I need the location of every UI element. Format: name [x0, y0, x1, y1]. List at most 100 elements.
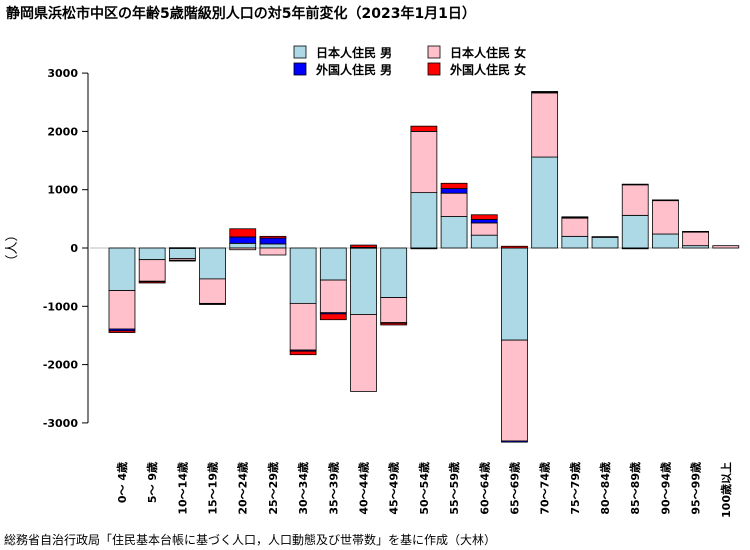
bar-segment — [168, 247, 196, 249]
x-tick-label: 75～79歳 — [568, 462, 582, 515]
bar-segment — [591, 236, 619, 249]
bar-segment — [199, 303, 226, 305]
legend-swatch — [293, 45, 307, 59]
x-tick-label: 100歳以上 — [719, 462, 733, 518]
bar-segment — [621, 184, 649, 216]
bar-segment — [501, 247, 528, 341]
x-tick-label: 95～99歳 — [689, 462, 703, 515]
bar-segment — [470, 222, 498, 236]
bar-segment — [350, 314, 377, 392]
x-tick-label: 15～19歳 — [206, 462, 220, 515]
y-tick-label: 1000 — [47, 184, 78, 197]
x-tick-label: 35～39歳 — [326, 462, 340, 515]
bar-segment — [410, 247, 438, 250]
bar-segment — [712, 245, 740, 249]
bar-segment — [652, 199, 679, 235]
bar-segment — [531, 156, 559, 249]
x-tick-label: 30～34歳 — [296, 462, 310, 515]
bar-segment — [259, 235, 287, 239]
x-tick-label: 60～64歳 — [477, 462, 491, 515]
y-tick-label: 0 — [70, 242, 78, 255]
bar-segment — [350, 247, 377, 315]
y-tick-label: 2000 — [47, 125, 78, 138]
bar-segment — [380, 297, 408, 324]
legend-swatch — [427, 45, 441, 59]
bar-segment — [652, 233, 679, 249]
y-tick-label: -3000 — [43, 417, 79, 430]
bar-segment — [440, 188, 468, 194]
x-tick-label: 70～74歳 — [538, 462, 552, 515]
x-tick-label: 65～69歳 — [507, 462, 521, 515]
bar-segment — [319, 313, 347, 321]
bar-segment — [199, 278, 226, 304]
legend-swatch — [293, 62, 307, 76]
bar-segment — [501, 440, 528, 443]
x-tick-label: 50～54歳 — [417, 462, 431, 515]
bar-segment — [259, 237, 287, 245]
bar-segment — [470, 219, 498, 224]
x-tick-label: 45～49歳 — [387, 462, 401, 515]
x-tick-label: 25～29歳 — [266, 462, 280, 515]
bar-segment — [229, 242, 257, 249]
bar-segment — [621, 214, 649, 249]
bar-segment — [168, 247, 196, 259]
bar-segment — [440, 182, 468, 189]
bar-segment — [229, 247, 257, 251]
bar-segment — [229, 228, 257, 238]
bar-segment — [561, 216, 589, 219]
x-tick-label: 5～ 9歳 — [145, 462, 159, 503]
bar-segment — [410, 192, 438, 249]
bar-segment — [531, 91, 559, 93]
bar-segment — [682, 230, 709, 233]
bar-segment — [561, 235, 589, 249]
legend-label: 日本人住民 女 — [450, 45, 526, 60]
bar-segment — [501, 339, 528, 442]
x-tick-label: 0～ 4歳 — [115, 462, 129, 503]
bar-segment — [561, 217, 589, 237]
y-tick-label: 3000 — [47, 67, 78, 80]
bar-segment — [259, 247, 287, 256]
bar-segment — [108, 290, 136, 330]
bar-segment — [682, 231, 709, 247]
bar-segment — [380, 247, 408, 298]
legend-swatch — [427, 62, 441, 76]
x-tick-label: 10～14歳 — [175, 462, 189, 515]
bar-segment — [168, 259, 196, 262]
bar-segment — [289, 247, 317, 304]
bar-segment — [501, 245, 528, 249]
bar-segment — [440, 216, 468, 249]
x-tick-label: 85～89歳 — [628, 462, 642, 515]
legend-label: 外国人住民 女 — [450, 62, 526, 77]
bar-segment — [108, 247, 136, 291]
bar-segment — [591, 236, 619, 238]
bar-segment — [108, 330, 136, 333]
bar-segment — [410, 125, 438, 132]
x-tick-label: 20～24歳 — [236, 462, 250, 515]
bar-segment — [199, 247, 226, 280]
bar-segment — [138, 281, 166, 284]
bar-segment — [229, 236, 257, 244]
bar-segment — [470, 234, 498, 249]
bar-segment — [289, 350, 317, 356]
bar-segment — [319, 279, 347, 314]
bar-segment — [621, 183, 649, 186]
bar-segment — [652, 199, 679, 202]
legend-label: 外国人住民 男 — [316, 62, 392, 77]
bar-segment — [289, 302, 317, 351]
x-tick-label: 80～84歳 — [598, 462, 612, 515]
bar-segment — [138, 259, 166, 282]
bar-segment — [350, 244, 377, 248]
y-tick-label: -1000 — [43, 300, 79, 313]
bar-segment — [621, 247, 649, 250]
bar-segment — [319, 247, 347, 281]
y-axis-label: （人） — [5, 228, 20, 267]
chart-title: 静岡県浜松市中区の年齢5歳階級別人口の対5年前変化（2023年1月1日） — [6, 6, 476, 22]
bar-segment — [531, 92, 559, 158]
x-tick-label: 55～59歳 — [447, 462, 461, 515]
bar-segment — [440, 192, 468, 217]
bar-segment — [410, 130, 438, 194]
bar-segment — [259, 243, 287, 249]
bar-segment — [138, 247, 166, 261]
source-caption: 総務省自治行政局「住民基本台帳に基づく人口，人口動態及び世帯数」を基に作成（大林… — [4, 533, 497, 547]
